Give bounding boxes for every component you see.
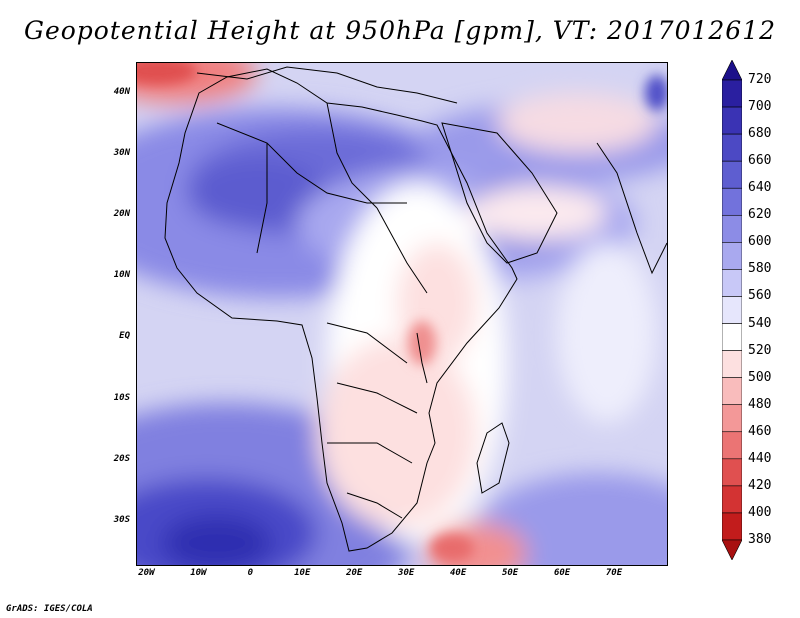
colorbar-segment xyxy=(722,404,742,433)
colorbar-label: 700 xyxy=(748,99,772,115)
colorbar-segment xyxy=(722,512,742,541)
colorbar-label: 520 xyxy=(748,342,772,358)
lon-tick-label: 30E xyxy=(398,568,415,578)
colorbar-segment xyxy=(722,133,742,162)
colorbar-label: 600 xyxy=(748,234,772,250)
colorbar-label: 480 xyxy=(748,396,772,412)
colorbar-segment xyxy=(722,214,742,243)
lon-tick-label: 20W xyxy=(138,568,155,578)
colorbar-label: 380 xyxy=(748,532,772,547)
colorbar-label: 500 xyxy=(748,369,772,385)
colorbar-segment xyxy=(722,458,742,487)
colorbar-segment xyxy=(722,296,742,324)
lon-tick-label: 40E xyxy=(450,568,467,578)
colorbar-label: 620 xyxy=(748,207,772,223)
lat-tick-label: 10N xyxy=(113,270,130,281)
lat-tick-label: 20S xyxy=(113,453,130,464)
lon-tick-label: 10W xyxy=(190,568,207,578)
colorbar-segment xyxy=(722,350,742,378)
colorbar-label: 640 xyxy=(748,180,772,196)
lon-tick-label: 50E xyxy=(501,568,519,578)
colorbar-segment xyxy=(722,431,742,460)
colorbar-segment xyxy=(722,539,742,560)
coastlines xyxy=(164,66,667,552)
height-field xyxy=(137,63,667,565)
colorbar-label: 440 xyxy=(748,450,772,466)
colorbar-segment xyxy=(722,269,742,297)
colorbar-segment xyxy=(722,242,742,270)
colorbar-label: 680 xyxy=(748,126,772,142)
colorbar-label: 660 xyxy=(748,153,772,169)
colorbar-segment xyxy=(722,160,742,189)
colorbar-segment xyxy=(722,187,742,216)
colorbar-segment xyxy=(722,106,742,135)
colorbar-label: 540 xyxy=(748,315,772,331)
colorbar-segment xyxy=(722,377,742,406)
colorbar-label: 560 xyxy=(748,288,772,304)
colorbar-segment xyxy=(722,79,742,108)
map-panel xyxy=(136,62,668,566)
colorbar-segment xyxy=(722,485,742,514)
colorbar-segment xyxy=(722,60,742,81)
colorbar-label: 580 xyxy=(748,261,772,277)
lat-tick-label: 20N xyxy=(113,209,130,220)
map-canvas xyxy=(137,63,667,565)
lon-tick-label: 20E xyxy=(346,568,363,578)
colorbar xyxy=(722,60,742,560)
lat-tick-label: EQ xyxy=(119,331,130,342)
lon-tick-label: 10E xyxy=(294,568,311,578)
lat-tick-label: 30S xyxy=(113,515,130,526)
lon-tick-label: 60E xyxy=(553,568,571,578)
colorbar-label: 420 xyxy=(748,477,772,493)
lat-tick-label: 40N xyxy=(113,86,130,97)
lon-tick-label: 0 xyxy=(247,568,254,578)
plot-title: Geopotential Height at 950hPa [gpm], VT:… xyxy=(23,16,777,45)
lat-tick-label: 10S xyxy=(113,392,130,403)
lat-tick-label: 30N xyxy=(113,147,130,158)
colorbar-label: 720 xyxy=(748,72,772,87)
colorbar-segment xyxy=(722,323,742,351)
lon-tick-label: 70E xyxy=(605,568,623,578)
colorbar-label: 400 xyxy=(748,504,772,520)
grads-credit: GrADS: IGES/COLA xyxy=(6,604,93,614)
colorbar-label: 460 xyxy=(748,423,772,439)
